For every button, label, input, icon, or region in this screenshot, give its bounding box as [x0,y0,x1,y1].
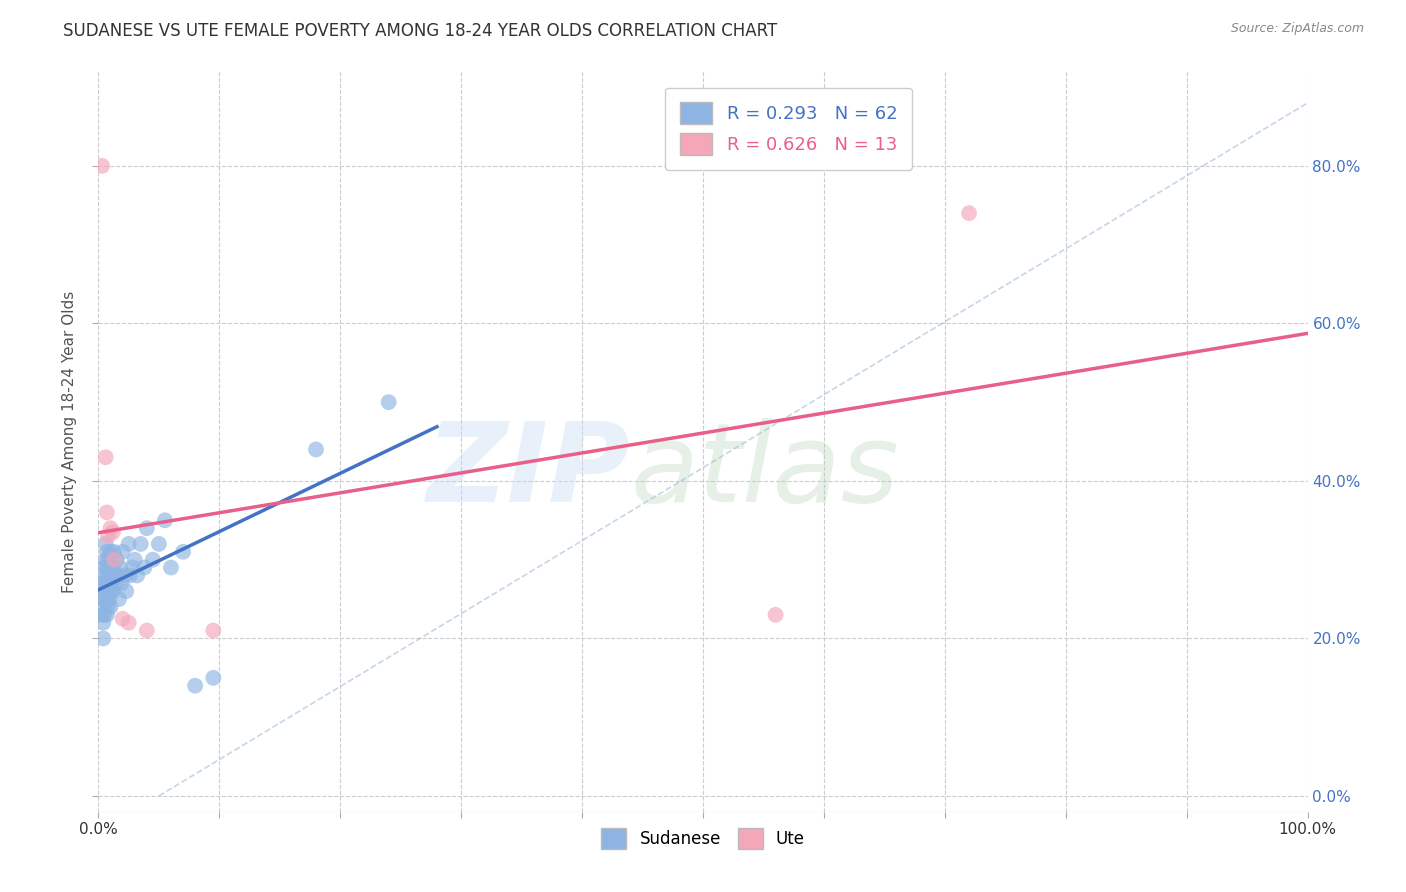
Point [93,560,115,574]
Legend: Sudanese, Ute: Sudanese, Ute [595,822,811,855]
Point [153,513,176,527]
Point [110,576,132,591]
Point [202,624,225,638]
Point [148,537,170,551]
Point [96,592,118,607]
Point [142,552,165,566]
Point [93,607,115,622]
Point [108,560,131,574]
Point [118,537,141,551]
Point [100,576,122,591]
Point [94,450,117,465]
Point [98,576,121,591]
Point [184,679,207,693]
Point [101,560,124,574]
Point [101,584,124,599]
Point [97,584,120,599]
Point [91,599,114,614]
Point [94,584,117,599]
Point [135,624,157,638]
Point [97,552,120,566]
Point [105,552,128,566]
Point [91,615,114,630]
Point [100,545,122,559]
Point [94,537,117,551]
Point [94,552,117,566]
Point [90,576,112,591]
Point [121,560,143,574]
Point [91,632,114,646]
Point [111,612,134,626]
Point [107,568,129,582]
Point [96,576,118,591]
Text: SUDANESE VS UTE FEMALE POVERTY AMONG 18-24 YEAR OLDS CORRELATION CHART: SUDANESE VS UTE FEMALE POVERTY AMONG 18-… [63,22,778,40]
Text: atlas: atlas [630,417,898,524]
Point [124,552,146,566]
Point [100,599,122,614]
Point [104,576,127,591]
Point [101,525,124,540]
Point [765,607,787,622]
Point [91,607,114,622]
Point [957,206,980,220]
Point [114,568,136,582]
Point [93,592,115,607]
Point [94,568,117,582]
Point [134,560,156,574]
Point [97,529,120,543]
Point [100,568,122,582]
Point [100,584,122,599]
Point [172,545,194,559]
Point [91,592,114,607]
Point [111,545,134,559]
Point [115,584,138,599]
Y-axis label: Female Poverty Among 18-24 Year Olds: Female Poverty Among 18-24 Year Olds [62,291,77,592]
Point [377,395,399,409]
Point [202,671,225,685]
Point [100,521,122,535]
Point [96,560,118,574]
Point [305,442,328,457]
Point [129,537,152,551]
Point [127,568,149,582]
Point [93,576,115,591]
Point [96,505,118,519]
Point [135,521,157,535]
Point [100,552,122,566]
Point [160,560,183,574]
Point [96,545,118,559]
Point [97,568,120,582]
Text: Source: ZipAtlas.com: Source: ZipAtlas.com [1230,22,1364,36]
Point [91,159,114,173]
Point [108,592,131,607]
Point [103,552,125,566]
Point [98,592,121,607]
Point [118,615,141,630]
Point [96,607,118,622]
Point [103,568,125,582]
Text: ZIP: ZIP [427,417,630,524]
Point [103,545,125,559]
Point [97,599,120,614]
Point [118,568,141,582]
Point [98,560,121,574]
